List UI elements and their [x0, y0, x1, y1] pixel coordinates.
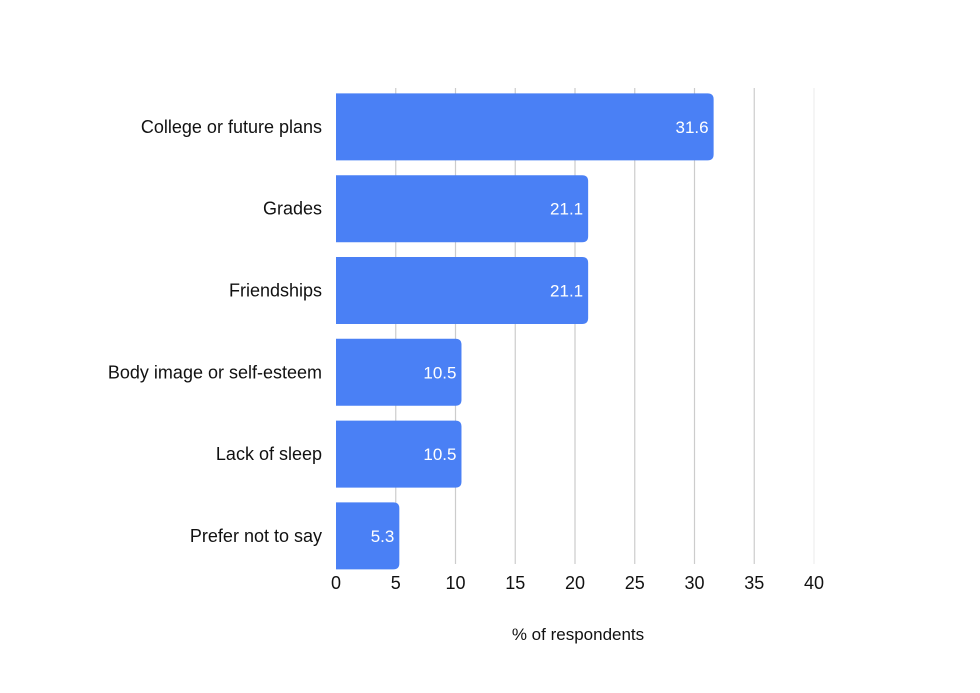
x-tick-label: 15 — [505, 573, 525, 593]
x-tick-label: 10 — [445, 573, 465, 593]
bar-value-label: 21.1 — [550, 200, 583, 219]
bar — [336, 502, 400, 570]
x-tick-label: 20 — [565, 573, 585, 593]
bars — [336, 93, 714, 570]
category-labels: College or future plans Grades Friendships… — [108, 117, 322, 546]
x-axis-ticks: 0 5 10 15 20 25 30 35 40 — [331, 573, 824, 593]
bar-value-label: 5.3 — [371, 527, 395, 546]
category-label: Friendships — [229, 281, 322, 301]
x-tick-label: 30 — [684, 573, 704, 593]
bar-value-label: 10.5 — [423, 445, 456, 464]
x-axis-title: % of respondents — [512, 625, 644, 644]
bar-value-label: 21.1 — [550, 282, 583, 301]
category-label: Lack of sleep — [216, 444, 322, 464]
category-label: Body image or self-esteem — [108, 362, 322, 382]
x-tick-label: 25 — [625, 573, 645, 593]
category-label: College or future plans — [141, 117, 322, 137]
grid-lines — [395, 88, 815, 564]
bar-value-label: 31.6 — [676, 118, 709, 137]
x-tick-label: 0 — [331, 573, 341, 593]
bar — [336, 420, 462, 488]
x-tick-label: 40 — [804, 573, 824, 593]
bar-value-label: 10.5 — [423, 363, 456, 382]
category-label: Prefer not to say — [190, 526, 322, 546]
bar — [336, 93, 714, 161]
bar — [336, 257, 589, 324]
value-labels: 31.6 21.1 21.1 10.5 10.5 5.3 — [371, 118, 709, 546]
bar — [336, 338, 462, 406]
category-label: Grades — [263, 199, 322, 219]
x-tick-label: 5 — [391, 573, 401, 593]
bar — [336, 175, 589, 243]
x-tick-label: 35 — [744, 573, 764, 593]
